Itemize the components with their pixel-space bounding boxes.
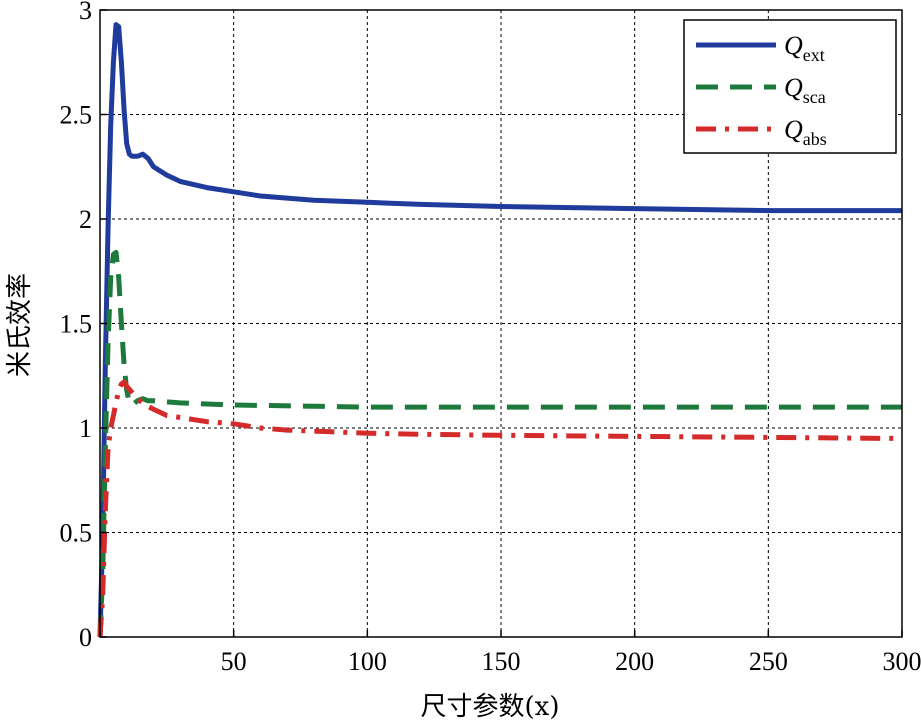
- y-tick-label: 0.5: [60, 519, 93, 548]
- series-line-q-ext: [97, 22, 902, 638]
- y-tick-label: 0: [79, 623, 92, 652]
- y-tick-label: 1: [79, 414, 92, 443]
- x-tick-label: 200: [615, 647, 654, 676]
- x-tick-label: 100: [348, 647, 387, 676]
- series-line-q-abs: [97, 379, 903, 638]
- x-tick-label: 150: [482, 647, 521, 676]
- x-tick-label: 50: [221, 647, 247, 676]
- series-line-q-sca: [97, 249, 902, 638]
- y-tick-label: 3: [79, 0, 92, 25]
- x-axis-label: 尺寸参数(x): [421, 692, 560, 722]
- y-tick-label: 2: [79, 205, 92, 234]
- series-lines: [97, 22, 903, 638]
- y-tick-label: 1.5: [60, 310, 93, 339]
- y-tick-label: 2.5: [60, 101, 93, 130]
- y-axis-label: 米氏效率: [5, 273, 35, 377]
- tick-labels: 50 100 150 200 250 300 0 0.5 1 1.5 2 2.5 3: [60, 0, 921, 676]
- legend-box: [683, 19, 897, 154]
- x-tick-label: 300: [883, 647, 921, 676]
- x-tick-label: 250: [749, 647, 788, 676]
